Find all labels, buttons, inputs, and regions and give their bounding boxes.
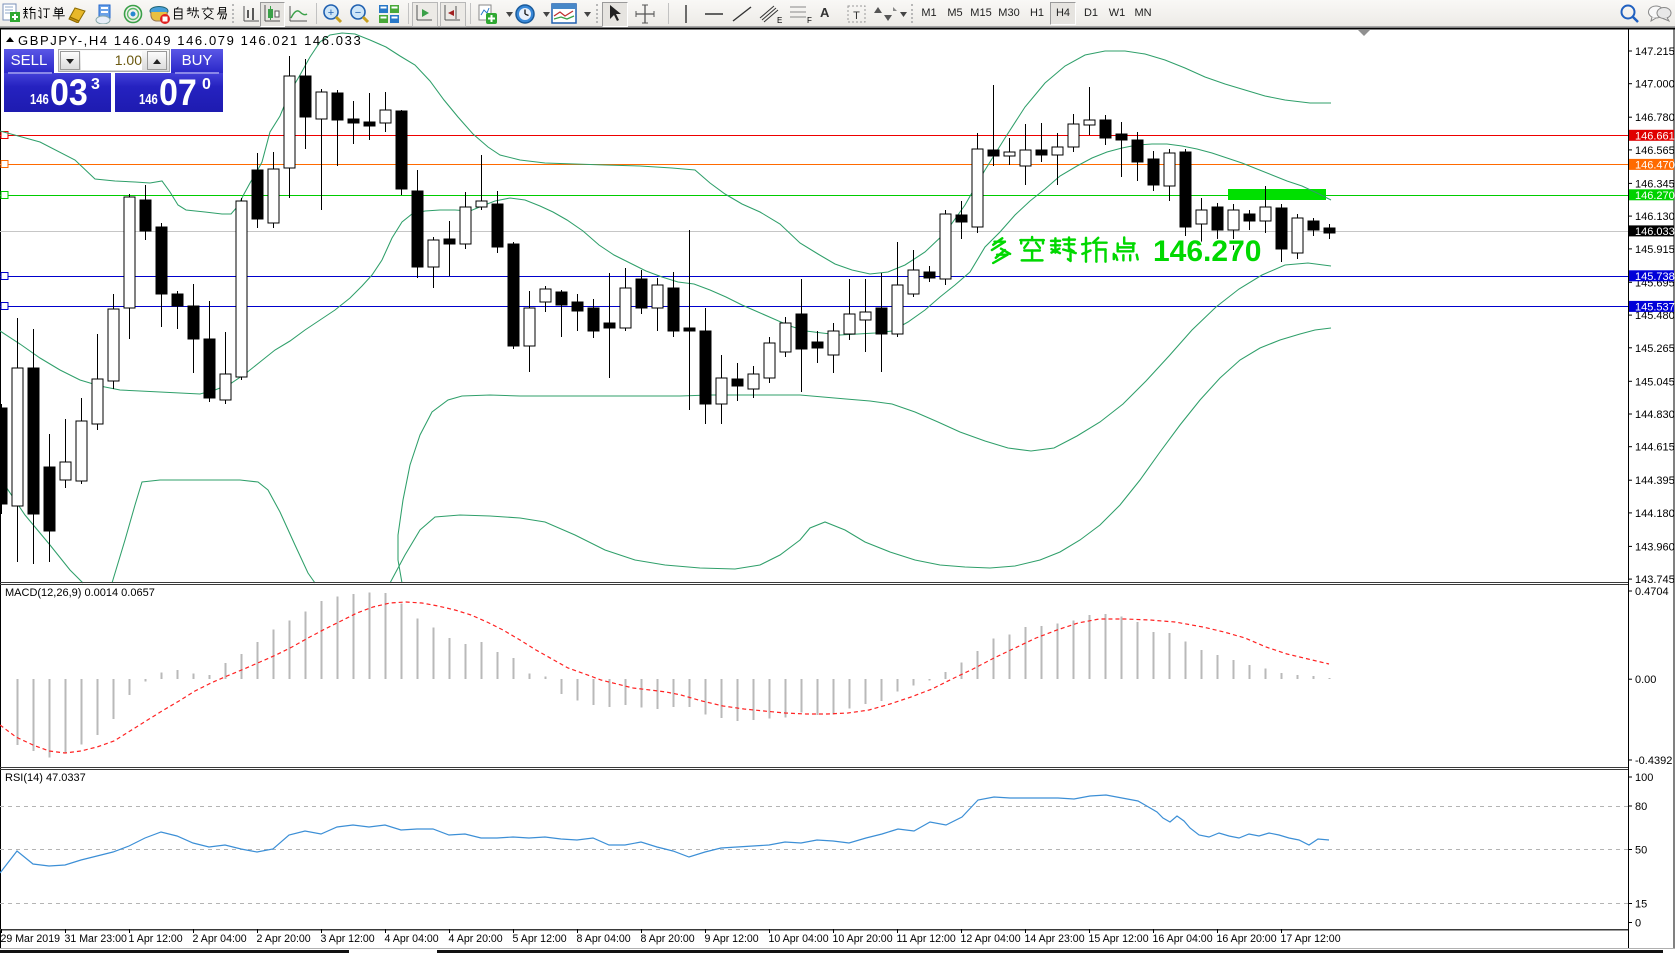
svg-text:80: 80 [1635, 801, 1647, 813]
svg-text:9 Apr 12:00: 9 Apr 12:00 [705, 933, 759, 945]
svg-text:0.4704: 0.4704 [1635, 586, 1669, 598]
svg-text:15: 15 [1635, 899, 1647, 911]
svg-text:2 Apr 20:00: 2 Apr 20:00 [257, 933, 311, 945]
svg-text:2 Apr 04:00: 2 Apr 04:00 [193, 933, 247, 945]
svg-text:14 Apr 23:00: 14 Apr 23:00 [1025, 933, 1085, 945]
svg-text:17 Apr 12:00: 17 Apr 12:00 [1281, 933, 1341, 945]
svg-text:146.130: 146.130 [1635, 211, 1675, 223]
svg-text:10 Apr 04:00: 10 Apr 04:00 [769, 933, 829, 945]
svg-text:0.00: 0.00 [1635, 674, 1656, 686]
svg-text:144.830: 144.830 [1635, 409, 1675, 421]
svg-text:4 Apr 04:00: 4 Apr 04:00 [385, 933, 439, 945]
svg-text:−: − [355, 7, 361, 19]
svg-text:RSI(14) 47.0337: RSI(14) 47.0337 [5, 772, 86, 784]
svg-text:16 Apr 20:00: 16 Apr 20:00 [1217, 933, 1277, 945]
svg-text:MACD(12,26,9) 0.0014 0.0657: MACD(12,26,9) 0.0014 0.0657 [5, 587, 155, 599]
svg-text:8 Apr 04:00: 8 Apr 04:00 [577, 933, 631, 945]
svg-text:GBPJPY-,H4 146.049 146.079 146: GBPJPY-,H4 146.049 146.079 146.021 146.0… [18, 33, 362, 48]
svg-text:11 Apr 12:00: 11 Apr 12:00 [897, 933, 956, 945]
svg-text:T: T [853, 10, 860, 22]
svg-text:29 Mar 2019: 29 Mar 2019 [1, 933, 61, 945]
svg-text:145.480: 145.480 [1635, 310, 1675, 322]
svg-text:144.615: 144.615 [1635, 442, 1675, 454]
svg-text:146.565: 146.565 [1635, 145, 1675, 157]
svg-text:100: 100 [1635, 772, 1653, 784]
svg-text:5 Apr 12:00: 5 Apr 12:00 [513, 933, 567, 945]
svg-text:4 Apr 20:00: 4 Apr 20:00 [449, 933, 503, 945]
svg-text:31 Mar 23:00: 31 Mar 23:00 [65, 933, 128, 945]
svg-text:145.265: 145.265 [1635, 343, 1675, 355]
svg-text:50: 50 [1635, 845, 1647, 857]
svg-text:16 Apr 04:00: 16 Apr 04:00 [1153, 933, 1213, 945]
svg-text:146.270: 146.270 [1635, 190, 1675, 202]
svg-text:147.000: 147.000 [1635, 79, 1675, 91]
svg-text:-0.4392: -0.4392 [1635, 755, 1672, 767]
svg-text:+: + [328, 7, 334, 19]
svg-text:146.270: 146.270 [1153, 235, 1261, 268]
svg-text:147.215: 147.215 [1635, 46, 1675, 58]
svg-text:144.180: 144.180 [1635, 508, 1675, 520]
svg-text:15 Apr 12:00: 15 Apr 12:00 [1089, 933, 1149, 945]
svg-text:1 Apr 12:00: 1 Apr 12:00 [129, 933, 183, 945]
svg-text:145.045: 145.045 [1635, 376, 1675, 388]
svg-text:146.470: 146.470 [1635, 159, 1675, 171]
svg-text:144.395: 144.395 [1635, 475, 1675, 487]
svg-text:146.033: 146.033 [1635, 226, 1675, 238]
svg-text:E: E [777, 16, 782, 24]
svg-text:145.915: 145.915 [1635, 244, 1675, 256]
svg-text:146.661: 146.661 [1635, 130, 1675, 142]
svg-text:146.780: 146.780 [1635, 112, 1675, 124]
svg-text:145.537: 145.537 [1635, 301, 1675, 313]
svg-text:8 Apr 20:00: 8 Apr 20:00 [641, 933, 695, 945]
svg-text:143.745: 143.745 [1635, 574, 1675, 586]
svg-text:10 Apr 20:00: 10 Apr 20:00 [833, 933, 893, 945]
svg-text:0: 0 [1635, 918, 1641, 930]
svg-text:3 Apr 12:00: 3 Apr 12:00 [321, 933, 375, 945]
svg-text:12 Apr 04:00: 12 Apr 04:00 [961, 933, 1021, 945]
svg-text:143.960: 143.960 [1635, 541, 1675, 553]
svg-text:F: F [807, 16, 812, 24]
svg-text:146.345: 146.345 [1635, 178, 1675, 190]
svg-text:145.738: 145.738 [1635, 271, 1675, 283]
